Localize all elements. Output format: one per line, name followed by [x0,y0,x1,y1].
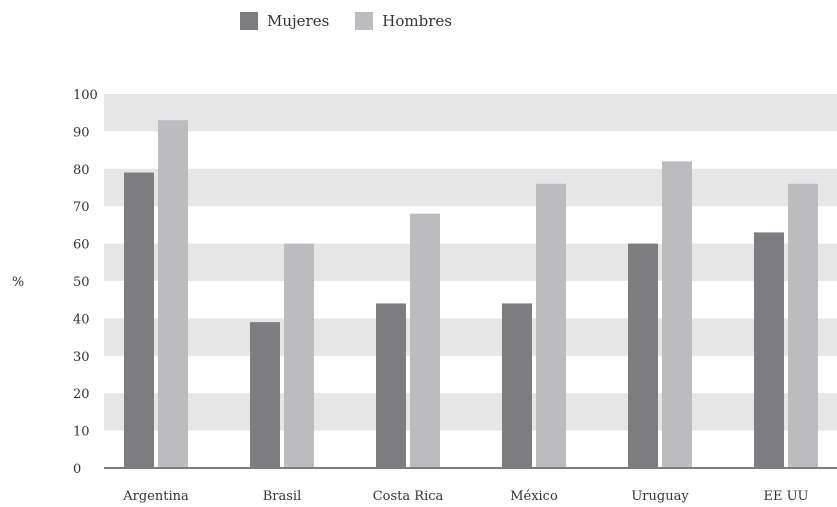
y-tick-label: 60 [73,238,90,253]
bar-mujeres [754,232,784,468]
legend-label-mujeres: Mujeres [267,12,330,30]
y-tick-label: 0 [73,462,81,477]
grid-band [104,243,837,281]
y-tick-label: 80 [73,163,90,178]
legend-item-mujeres: Mujeres [240,12,329,30]
y-tick-label: 10 [73,425,90,440]
bar-mujeres [124,172,154,469]
legend-item-hombres: Hombres [355,12,452,30]
y-tick-label: 40 [73,312,90,327]
legend-label-hombres: Hombres [382,12,452,30]
grid-band [104,94,837,132]
x-tick-label: Uruguay [631,489,689,504]
grid-band [104,393,837,431]
bar-hombres [284,243,314,468]
bar-mujeres [376,303,406,468]
x-tick-label: Argentina [122,489,189,504]
bar-hombres [788,183,818,468]
x-tick-label: EE UU [763,489,808,504]
bar-mujeres [628,243,658,468]
y-tick-label: 50 [73,275,90,290]
bar-mujeres [502,303,532,468]
y-tick-label: 20 [73,387,90,402]
y-tick-label: 70 [73,200,90,215]
bar-hombres [158,120,188,469]
legend-swatch-mujeres [240,12,258,30]
y-tick-label: 90 [73,125,90,140]
bar-hombres [662,161,692,468]
bar-mujeres [250,322,280,468]
x-tick-label: Brasil [263,489,302,504]
chart-legend: Mujeres Hombres [240,12,478,30]
grid-band [104,168,837,207]
x-tick-label: México [510,489,558,504]
y-tick-label: 30 [73,350,90,365]
y-tick-label: 100 [73,88,98,103]
bar-hombres [410,213,440,468]
x-tick-label: Costa Rica [373,489,444,504]
grid-band [104,318,837,356]
bar-hombres [536,183,566,468]
y-axis-label: % [12,275,24,290]
legend-swatch-hombres [355,12,374,30]
